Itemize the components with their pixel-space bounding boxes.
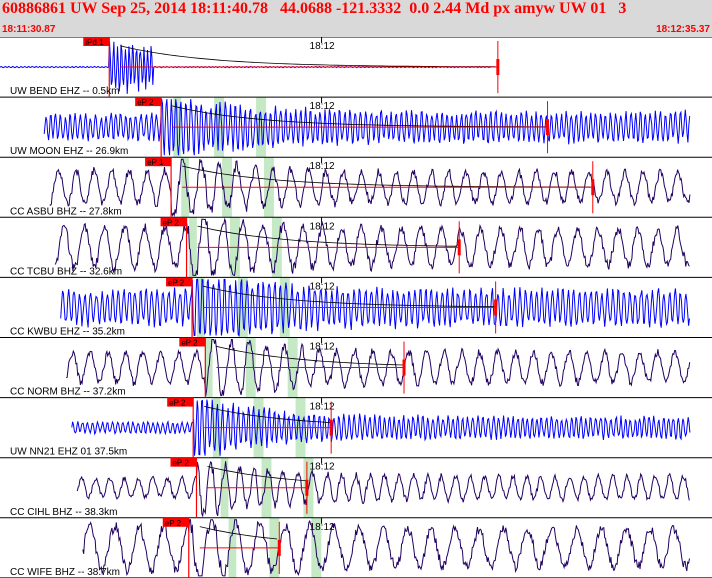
waveform-trace (60, 278, 690, 337)
pick-label: eP 1 (147, 158, 164, 167)
start-time-label: 18:11:30.87 (2, 24, 56, 35)
time-tick-label: 18:12 (310, 281, 335, 292)
station-label: CC NORM BHZ -- 37.2km (10, 387, 126, 398)
waveform-trace (66, 339, 691, 397)
pick-flag (135, 97, 162, 107)
pick-label: eP 2 (169, 399, 186, 408)
trace-panel: 18:12 eP 2 UW MOON EHZ -- 26.9km (10, 97, 691, 158)
waveform-trace (71, 399, 691, 456)
pick-flag (170, 457, 197, 467)
time-tick-label: 18:12 (310, 161, 335, 172)
station-label: CC KWBU EHZ -- 35.2km (10, 327, 125, 338)
station-label: CC WIFE BHZ -- 38.7km (10, 567, 120, 578)
time-tick-label: 18:12 (310, 221, 335, 232)
trace-panel: 18:12 eP 1 CC ASBU BHZ -- 27.8km (10, 157, 691, 218)
trace-panel: 18:12 eP 2 CC NORM BHZ -- 37.2km (10, 337, 691, 398)
time-tick-label: 18:12 (310, 462, 335, 473)
coda-curve (197, 225, 457, 247)
trace-panel: 18:12 eP 2 CC KWBU EHZ -- 35.2km (10, 277, 690, 338)
time-tick-label: 18:12 (310, 342, 335, 353)
coda-curve (172, 105, 548, 128)
coda-curve (120, 45, 496, 68)
seismogram-plot: 18:12 iPd 1 UW BEND EHZ -- 0.5km 18:12 eP 2 U… (0, 37, 712, 578)
pick-flag (179, 337, 206, 347)
traces-group: 18:12 iPd 1 UW BEND EHZ -- 0.5km 18:12 eP 2 U… (0, 37, 712, 578)
trace-panel: 18:12 eP 2 UW NN21 EHZ 01 37.5km (10, 397, 691, 458)
coda-curve (203, 285, 496, 308)
pick-label: eP 2 (165, 519, 182, 528)
trace-panel: 18:12 iPd 1 UW BEND EHZ -- 0.5km (0, 37, 500, 98)
waveform-trace (82, 519, 690, 577)
station-label: UW MOON EHZ -- 26.9km (10, 146, 128, 157)
end-time-label: 18:12:35.37 (656, 24, 710, 35)
pick-label: eP 2 (172, 459, 189, 468)
trace-panel: 18:12 eP 2 CC TCBU BHZ -- 32.6km (10, 217, 690, 278)
time-tick-label: 18:12 (310, 402, 335, 413)
waveform-trace (76, 460, 690, 518)
pick-flag (166, 277, 193, 287)
time-tick-label: 18:12 (310, 522, 335, 533)
coda-curve (199, 526, 278, 540)
station-label: UW BEND EHZ -- 0.5km (10, 86, 119, 97)
waveform-trace (54, 217, 690, 277)
waveform-trace (43, 99, 691, 156)
coda-curve (204, 406, 332, 423)
header-bar: 60886861 UW Sep 25, 2014 18:11:40.78 44.… (0, 0, 712, 37)
station-label: CC TCBU BHZ -- 32.6km (10, 266, 122, 277)
pick-label: eP 2 (168, 278, 185, 287)
station-label: UW NN21 EHZ 01 37.5km (10, 447, 127, 458)
pick-label: eP 2 (163, 218, 180, 227)
time-tick-label: 18:12 (310, 41, 335, 52)
coda-curve (207, 466, 307, 482)
coda-curve (216, 345, 405, 366)
event-title: 60886861 UW Sep 25, 2014 18:11:40.78 44.… (2, 0, 627, 17)
pick-flag (83, 37, 110, 46)
station-label: CC CIHL BHZ -- 38.3km (10, 507, 117, 518)
time-tick-label: 18:12 (310, 101, 335, 112)
trace-panel: 18:12 eP 2 CC CIHL BHZ -- 38.3km (10, 457, 690, 518)
pick-flag (167, 397, 194, 407)
pick-flag (162, 517, 189, 527)
waveform-trace (49, 158, 691, 218)
pick-label: eP 2 (137, 98, 154, 107)
pick-label: eP 2 (181, 339, 198, 348)
pick-flag (145, 157, 172, 167)
moveout-band (189, 217, 197, 278)
coda-curve (182, 165, 591, 188)
trace-panel: 18:12 eP 2 CC WIFE BHZ -- 38.7km (10, 517, 690, 578)
pick-flag (160, 217, 187, 227)
pick-label: iPd 1 (85, 38, 104, 47)
station-label: CC ASBU BHZ -- 27.8km (10, 206, 122, 217)
